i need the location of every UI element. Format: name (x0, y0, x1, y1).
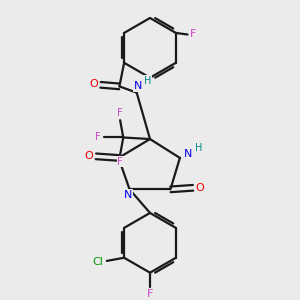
Text: H: H (144, 76, 152, 86)
Text: Cl: Cl (92, 257, 103, 268)
Text: O: O (196, 183, 204, 193)
Text: F: F (147, 289, 153, 299)
Text: N: N (134, 81, 142, 92)
Text: F: F (95, 133, 100, 142)
Text: N: N (124, 190, 132, 200)
Text: O: O (89, 79, 98, 89)
Text: N: N (184, 149, 192, 159)
Text: F: F (117, 157, 123, 167)
Text: F: F (117, 108, 123, 118)
Text: O: O (85, 151, 93, 161)
Text: F: F (190, 29, 196, 40)
Text: H: H (195, 143, 202, 154)
